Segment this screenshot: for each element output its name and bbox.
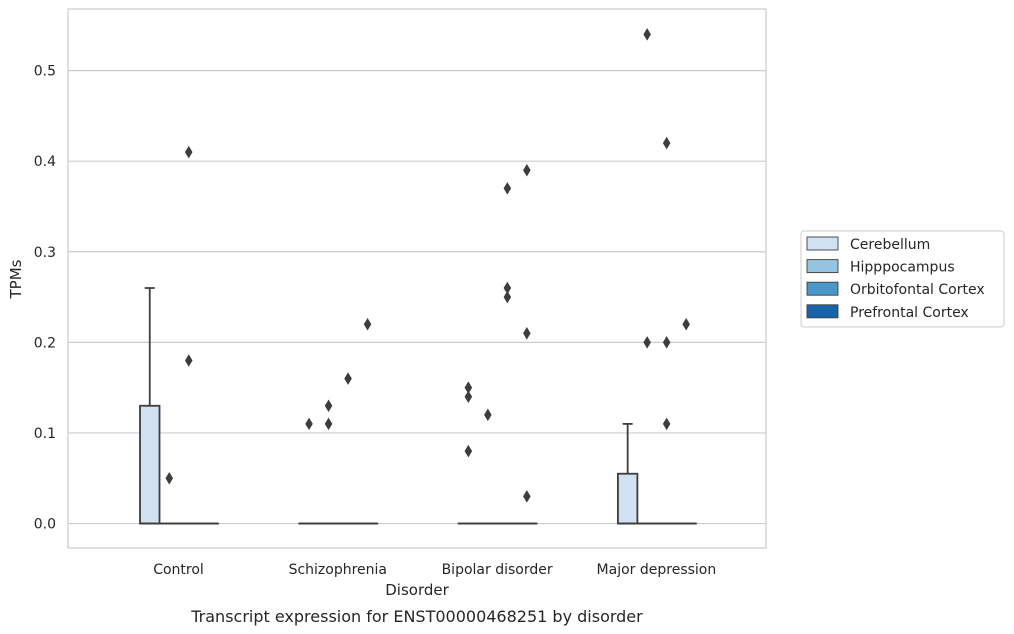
legend-swatch-3 [806, 304, 839, 319]
x-tick-label-3: Major depression [597, 562, 717, 578]
outlier-point [484, 408, 492, 422]
legend-label-1: Hipppocampus [850, 260, 955, 276]
outlier-point [523, 163, 531, 177]
outlier-point [464, 390, 473, 403]
legend-frame [800, 230, 1005, 328]
x-tick-label-1: Schizophrenia [289, 562, 387, 578]
legend-label-3: Prefrontal Cortex [850, 305, 969, 321]
y-tick-label-5: 0.5 [34, 64, 56, 80]
outlier-point [523, 327, 531, 340]
y-tick-label-3: 0.3 [34, 245, 56, 261]
outlier-point [503, 182, 512, 195]
legend-swatch-1 [806, 259, 839, 274]
box-series [139, 287, 697, 525]
outlier-point [184, 354, 193, 367]
y-tick-label-4: 0.4 [34, 154, 56, 170]
x-axis-label: Disorder [385, 581, 449, 599]
legend-label-0: Cerebellum [850, 237, 930, 253]
y-axis-label: TPMs [7, 259, 25, 299]
outlier-point [523, 490, 531, 503]
y-tick-label-2: 0.2 [34, 335, 56, 351]
outlier-point [344, 372, 352, 385]
y-tick-label-0: 0.0 [34, 517, 56, 533]
box-0-3 [617, 422, 639, 525]
outlier-points [165, 28, 690, 503]
box-body [139, 404, 161, 525]
outlier-point [662, 136, 671, 150]
outlier-point [643, 336, 651, 349]
plot-area [67, 8, 767, 549]
outlier-point [464, 444, 473, 458]
chart-caption: Transcript expression for ENST0000046825… [190, 607, 643, 626]
legend-swatch-2 [806, 281, 839, 296]
box-0-0 [139, 287, 161, 525]
x-tick-label-0: Control [153, 562, 204, 578]
outlier-point [324, 399, 333, 413]
outlier-point [643, 28, 651, 41]
legend: Cerebellum Hipppocampus Orbitofontal Corte… [800, 230, 1005, 328]
outlier-point [662, 336, 671, 349]
legend-label-2: Orbitofontal Cortex [850, 282, 985, 298]
outlier-point [324, 417, 333, 431]
outlier-point [305, 417, 313, 431]
outlier-point [363, 317, 372, 331]
y-axis-ticks: 0.0 0.1 0.2 0.3 0.4 0.5 [34, 64, 56, 533]
outlier-point [503, 290, 512, 304]
outlier-point [682, 317, 690, 331]
outlier-point [165, 471, 174, 485]
x-axis-ticks: Control Schizophrenia Bipolar disorder Majo… [153, 562, 716, 578]
y-tick-label-1: 0.1 [34, 426, 56, 442]
outlier-point [662, 417, 671, 431]
outlier-point [184, 145, 193, 159]
box-body [617, 472, 639, 525]
legend-swatch-0 [806, 236, 839, 251]
x-tick-label-2: Bipolar disorder [442, 562, 553, 578]
